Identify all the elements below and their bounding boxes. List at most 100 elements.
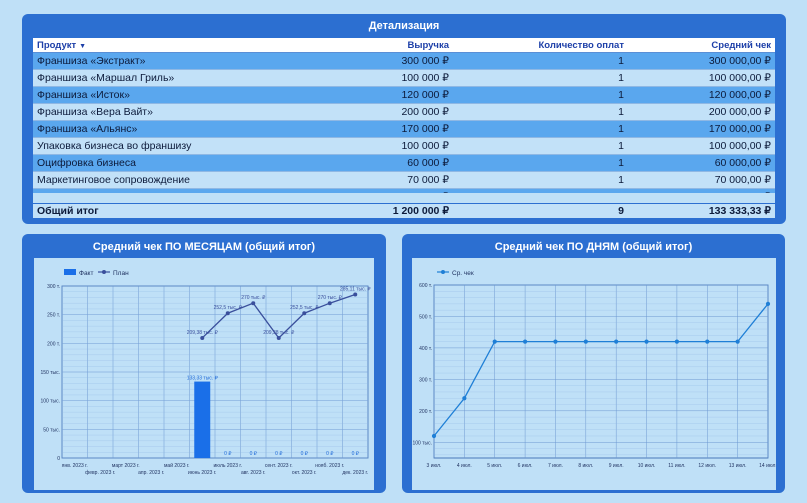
cell-avg: 100 000,00 ₽ xyxy=(708,140,771,152)
detail-title: Детализация xyxy=(368,20,440,32)
table-header: Продукт ▼ Выручка Количество оплат Средни… xyxy=(33,38,775,53)
legend-plan-marker xyxy=(102,270,106,274)
table-row[interactable]: Маркетинговая стратегия80 000 ₽180 000,0… xyxy=(33,189,775,193)
y-tick-label: 100 тыс. xyxy=(412,440,432,446)
plan-point xyxy=(302,311,307,316)
monthly-chart-area: Факт План 0 50 тыс. 100 тыс. 150 тыс. 200 т. 25… xyxy=(34,258,374,490)
y-tick-label: 200 т. xyxy=(47,341,60,347)
table-body[interactable]: Франшиза «Экстракт» 300 000 ₽ 1 300 000,00 … xyxy=(33,53,775,193)
x-tick-label: 11 июл. xyxy=(668,463,685,469)
x-tick-label: 3 июл. xyxy=(427,463,442,469)
plot-frame xyxy=(433,284,769,459)
cell-revenue: 170 000 ₽ xyxy=(401,123,449,135)
legend-avg-marker xyxy=(441,270,445,274)
cell-count: 1 xyxy=(618,72,624,84)
x-tick-label: сент. 2023 г. xyxy=(265,463,293,469)
cell-avg: 100 000,00 ₽ xyxy=(708,72,771,84)
avg-check-point xyxy=(765,301,771,306)
x-tick-label: 12 июл. xyxy=(698,463,716,469)
monthly-chart-title: Средний чек ПО МЕСЯЦАМ (общий итог) xyxy=(92,241,316,253)
x-tick-label: 5 июл. xyxy=(487,463,502,469)
cell-count: 1 xyxy=(451,191,626,193)
avg-check-point xyxy=(522,339,528,344)
y-tick-label: 400 т. xyxy=(419,346,432,352)
table-row[interactable]: Оцифровка бизнеса 60 000 ₽ 1 60 000,00 ₽ xyxy=(33,155,775,172)
plan-data-label: 270 тыс. ₽ xyxy=(241,295,266,301)
avg-check-point xyxy=(492,339,497,344)
cell-count: 1 xyxy=(618,140,624,152)
table-row[interactable]: Упаковка бизнеса во франшизу 100 000 ₽ 1 10… xyxy=(33,138,775,155)
daily-chart-area: Ср. чек 100 тыс. 200 т. 300 т. 400 т. 500 т. 6… xyxy=(412,258,777,490)
plan-point xyxy=(276,335,281,340)
column-header-revenue[interactable]: Выручка xyxy=(407,39,450,51)
cell-count: 1 xyxy=(618,55,624,67)
x-tick-label: 14 июл. xyxy=(759,463,776,469)
plan-data-label: 209,38 тыс. ₽ xyxy=(263,330,295,336)
table-row[interactable]: Франшиза «Вера Вайт» 200 000 ₽ 1 200 000,00… xyxy=(33,104,775,121)
cell-count: 1 xyxy=(618,89,624,101)
cell-count: 1 xyxy=(618,174,624,186)
monthly-chart-panel: Средний чек ПО МЕСЯЦАМ (общий итог) Факт… xyxy=(22,234,386,493)
table-row[interactable]: Маркетинговое сопровождение 70 000 ₽ 1 70 0… xyxy=(33,172,775,189)
cell-count: 1 xyxy=(618,123,624,135)
plan-point xyxy=(353,292,358,297)
plan-point xyxy=(251,301,256,306)
total-revenue: 1 200 000 ₽ xyxy=(392,205,449,217)
cell-avg: 80 000,00 ₽ xyxy=(626,191,775,193)
cell-revenue: 80 000 ₽ xyxy=(273,191,451,193)
monthly-chart-svg: Факт План 0 50 тыс. 100 тыс. 150 тыс. 200 т. 25… xyxy=(40,269,371,476)
legend-avg-label: Ср. чек xyxy=(452,270,474,277)
fact-data-label: 0 ₽ xyxy=(301,451,309,457)
avg-check-point xyxy=(705,339,710,344)
avg-check-line xyxy=(433,303,769,437)
column-header-product[interactable]: Продукт ▼ xyxy=(37,39,87,51)
cell-avg: 300 000,00 ₽ xyxy=(708,55,771,67)
table-row[interactable]: Франшиза «Экстракт» 300 000 ₽ 1 300 000,00 … xyxy=(33,53,775,70)
avg-check-point xyxy=(462,396,467,401)
sort-desc-icon[interactable]: ▼ xyxy=(79,42,87,50)
avg-check-point xyxy=(431,433,437,439)
x-tick-label: февр. 2023 г. xyxy=(85,470,115,476)
total-label: Общий итог xyxy=(37,205,99,217)
cell-revenue: 300 000 ₽ xyxy=(401,55,449,67)
column-header-avg[interactable]: Средний чек xyxy=(711,39,771,51)
cell-product: Франшиза «Маршал Гриль» xyxy=(37,72,175,84)
y-tick-label: 200 т. xyxy=(419,409,432,415)
table-row[interactable]: Франшиза «Альянс» 170 000 ₽ 1 170 000,00 ₽ xyxy=(33,121,775,138)
cell-product: Франшиза «Исток» xyxy=(37,89,130,101)
x-tick-label: 7 июл. xyxy=(548,463,563,469)
cell-product: Маркетинговое сопровождение xyxy=(37,174,190,186)
daily-chart-svg: Ср. чек 100 тыс. 200 т. 300 т. 400 т. 500 т. 6… xyxy=(412,270,777,469)
cell-count: 1 xyxy=(618,106,624,118)
x-tick-label: 4 июл. xyxy=(457,463,472,469)
plan-data-label: 252,5 тыс. ₽ xyxy=(214,305,243,311)
plan-data-label: 209,38 тыс. ₽ xyxy=(187,330,219,336)
y-tick-label: 150 тыс. xyxy=(40,370,60,376)
cell-revenue: 100 000 ₽ xyxy=(401,72,449,84)
x-tick-label: дек. 2023 г. xyxy=(342,470,368,476)
cell-product: Франшиза «Вера Вайт» xyxy=(37,106,153,118)
table-row[interactable]: Франшиза «Маршал Гриль» 100 000 ₽ 1 100 000… xyxy=(33,70,775,87)
daily-chart-panel: Средний чек ПО ДНЯМ (общий итог) Ср. чек… xyxy=(402,234,785,493)
fact-data-label: 0 ₽ xyxy=(250,451,258,457)
plan-data-label: 285,11 тыс. ₽ xyxy=(340,287,371,293)
cell-avg: 170 000,00 ₽ xyxy=(708,123,771,135)
avg-check-point xyxy=(614,339,619,344)
cell-avg: 70 000,00 ₽ xyxy=(714,174,771,186)
x-tick-label: 9 июл. xyxy=(609,463,624,469)
cell-product: Франшиза «Экстракт» xyxy=(37,55,146,67)
column-header-count[interactable]: Количество оплат xyxy=(538,39,624,51)
legend-plan-label: План xyxy=(113,270,129,277)
legend-fact-swatch xyxy=(64,269,76,275)
plan-point xyxy=(327,301,332,306)
legend-fact-label: Факт xyxy=(79,270,93,277)
fact-data-label: 0 ₽ xyxy=(326,451,334,457)
y-tick-label: 300 т. xyxy=(419,377,432,383)
fact-bar xyxy=(194,381,211,458)
y-tick-label: 100 тыс. xyxy=(40,399,60,405)
y-tick-label: 500 т. xyxy=(419,314,432,320)
avg-check-point xyxy=(644,339,649,344)
cell-product: Маркетинговая стратегия xyxy=(33,191,273,193)
table-row[interactable]: Франшиза «Исток» 120 000 ₽ 1 120 000,00 ₽ xyxy=(33,87,775,104)
fact-data-label: 0 ₽ xyxy=(275,451,283,457)
